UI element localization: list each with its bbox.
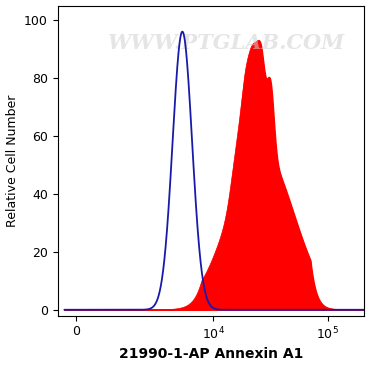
X-axis label: 21990-1-AP Annexin A1: 21990-1-AP Annexin A1 xyxy=(119,348,303,361)
Y-axis label: Relative Cell Number: Relative Cell Number xyxy=(6,94,18,227)
Text: WWW.PTGLAB.COM: WWW.PTGLAB.COM xyxy=(108,33,345,53)
